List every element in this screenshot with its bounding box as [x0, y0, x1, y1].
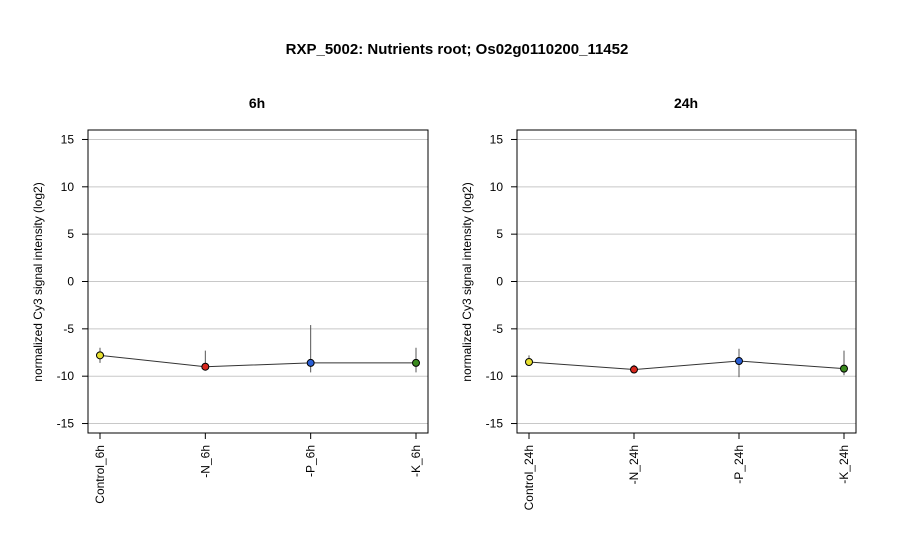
series-line [99, 354, 416, 368]
data-point [525, 357, 533, 366]
x-tick-label: Control_6h [93, 445, 107, 504]
y-tick-label: -5 [63, 322, 74, 336]
data-point [840, 364, 848, 373]
y-tick-label: 5 [496, 227, 503, 241]
data-point [96, 351, 104, 360]
x-tick-label: -P_24h [732, 445, 746, 484]
panel-title: 24h [674, 95, 698, 111]
panel-6h: 6h normalized Cy3 signal intensity (log2… [31, 95, 429, 504]
x-tick-label: Control_24h [522, 445, 536, 510]
y-tick-label: 15 [490, 132, 504, 146]
y-tick-label: 5 [67, 227, 74, 241]
y-tick-label: -15 [486, 417, 504, 431]
plot-frame [516, 129, 857, 434]
y-tick-label: -10 [57, 369, 75, 383]
data-point [412, 358, 420, 367]
y-tick-label: 10 [490, 180, 504, 194]
x-tick-label: -P_6h [304, 445, 318, 477]
y-tick-label: -10 [486, 369, 504, 383]
y-axis-label: normalized Cy3 signal intensity (log2) [460, 182, 474, 381]
x-tick-label: -N_24h [627, 445, 641, 484]
data-point [306, 358, 315, 367]
plot-frame [87, 129, 429, 434]
x-tick-label: -K_24h [837, 445, 851, 484]
y-tick-label: 0 [496, 275, 503, 289]
data-point [630, 365, 638, 374]
panel-title: 6h [249, 95, 265, 111]
main-title: RXP_5002: Nutrients root; Os02g0110200_1… [286, 41, 629, 58]
y-tick-label: -15 [57, 417, 75, 431]
data-point [201, 362, 210, 371]
y-tick-label: -5 [492, 322, 503, 336]
y-tick-label: 10 [61, 180, 75, 194]
x-tick-label: -K_6h [409, 445, 423, 477]
series-line [528, 360, 845, 371]
data-point [735, 357, 743, 366]
panel-24h: 24h normalized Cy3 signal intensity (log… [460, 95, 857, 510]
y-tick-label: 15 [61, 132, 75, 146]
y-axis-label: normalized Cy3 signal intensity (log2) [31, 182, 45, 381]
y-tick-label: 0 [67, 275, 74, 289]
x-tick-label: -N_6h [198, 445, 212, 478]
